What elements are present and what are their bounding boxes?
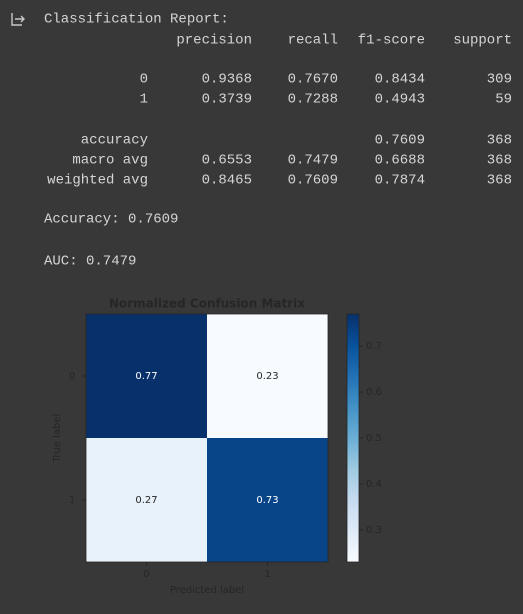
plot-frame [85, 313, 329, 563]
cell-value: 0.6688 [375, 153, 425, 169]
cell-value: 0.8434 [375, 72, 425, 88]
cell-value: 0.7874 [375, 173, 425, 189]
column-header: precision [176, 33, 252, 49]
cell-value: 0.7479 [288, 153, 338, 169]
cell-value: 0.8465 [202, 173, 252, 189]
cell-label: 0.27 [135, 495, 157, 506]
colorbar-tick-label: 0.6 [366, 387, 382, 398]
x-tick-label: 0 [143, 569, 149, 580]
output-icon [11, 13, 25, 26]
cell-value: 368 [487, 133, 512, 149]
cell-value: 0.7288 [288, 92, 338, 108]
colorbar-tick-label: 0.3 [366, 525, 382, 536]
cell-label: 0.77 [135, 371, 157, 382]
cell-value: 309 [487, 72, 512, 88]
x-tick-label: 1 [264, 569, 270, 580]
report-title: Classification Report: [44, 12, 229, 28]
heatmap-cell [86, 438, 207, 562]
x-axis-label: Predicted label [170, 585, 244, 596]
cell-value: 368 [487, 173, 512, 189]
y-tick-label: 1 [69, 495, 75, 506]
colorbar-tick-label: 0.4 [366, 479, 382, 490]
cell-value: 0.3739 [202, 92, 252, 108]
heatmap-cell [207, 438, 328, 562]
y-axis-label: True label [52, 414, 63, 464]
cell-value: 368 [487, 153, 512, 169]
column-header: recall [288, 33, 338, 49]
cell-value: 0.7609 [288, 173, 338, 189]
auc-line: AUC: 0.7479 [44, 254, 136, 270]
row-label: accuracy [81, 133, 148, 149]
colorbar-tick-label: 0.7 [366, 341, 382, 352]
cell-value: 59 [495, 92, 512, 108]
cell-label: 0.23 [256, 371, 278, 382]
row-label: macro avg [72, 153, 148, 169]
row-label: 0 [140, 72, 148, 88]
colorbar [346, 313, 360, 563]
cell-value: 0.7609 [375, 133, 425, 149]
accuracy-line: Accuracy: 0.7609 [44, 212, 178, 228]
chart-title: Normalized Confusion Matrix [109, 297, 305, 311]
colorbar-tick-label: 0.5 [366, 433, 382, 444]
cell-label: 0.73 [256, 495, 278, 506]
row-label: weighted avg [47, 173, 148, 189]
column-header: f1-score [358, 33, 425, 49]
y-tick-label: 0 [69, 371, 75, 382]
cell-value: 0.6553 [202, 153, 252, 169]
cell-value: 0.9368 [202, 72, 252, 88]
heatmap-cell [86, 314, 207, 438]
cell-value: 0.4943 [375, 92, 425, 108]
heatmap-cell [207, 314, 328, 438]
column-header: support [453, 33, 512, 49]
cell-value: 0.7670 [288, 72, 338, 88]
row-label: 1 [140, 92, 148, 108]
